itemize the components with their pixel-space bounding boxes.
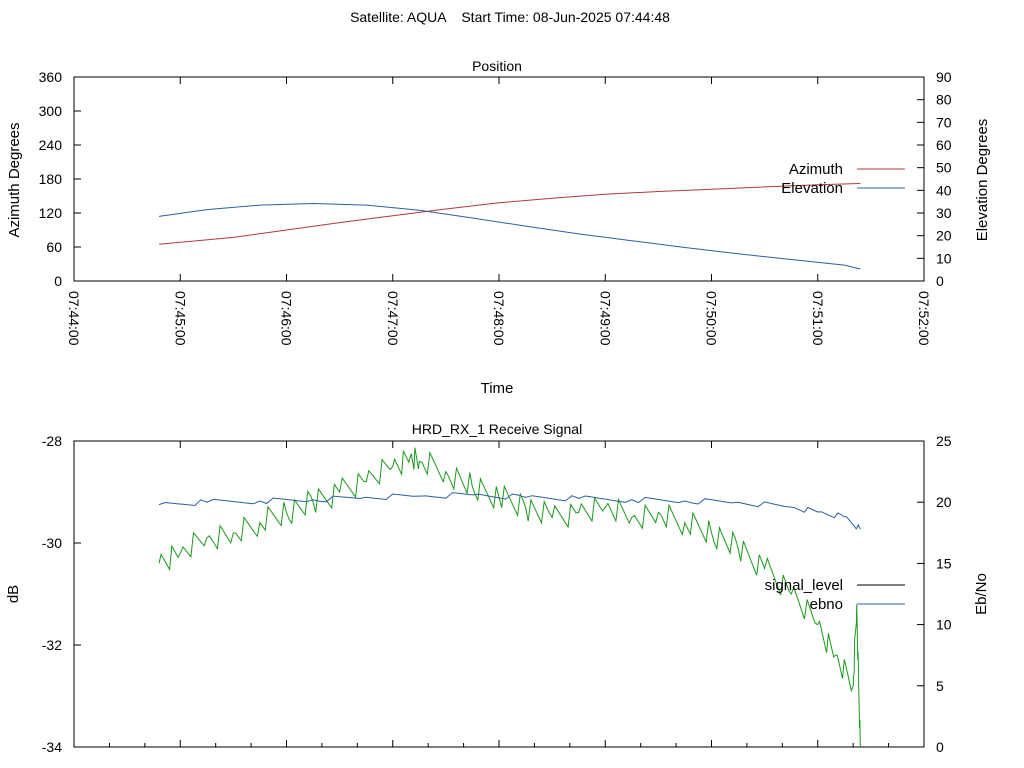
position-xlabel: Time: [481, 380, 514, 397]
position-x-tick-label: 07:51:00: [810, 291, 826, 346]
position-y2-tick-label: 70: [936, 114, 952, 130]
position-x-tick-label: 07:50:00: [704, 291, 720, 346]
position-x-tick-label: 07:49:00: [597, 291, 613, 346]
signal-ylabel: dB: [5, 585, 22, 603]
position-y2-tick-label: 40: [936, 182, 952, 198]
position-y-tick-label: 180: [39, 171, 63, 187]
position-tick-labels: 07:44:00 07:45:00 07:46:00 07:47:00 07:48:00…: [39, 69, 952, 346]
position-x-tick-label: 07:44:00: [66, 291, 82, 346]
position-x-tick-label: 07:52:00: [916, 291, 932, 346]
signal-tick-labels: -34 -32 -30 -28 0 5 10 15 20 25: [42, 433, 952, 755]
signal-series-ebno: [158, 492, 861, 530]
signal-y2-tick-label: 20: [936, 494, 952, 510]
position-legend-label-elevation: Elevation: [781, 180, 843, 197]
signal-y2-tick-label: 0: [936, 739, 944, 755]
position-series-lines: [158, 183, 861, 270]
position-y2-tick-label: 90: [936, 69, 952, 85]
signal-y-tick-label: -28: [42, 433, 62, 449]
position-legend-label-azimuth: Azimuth: [789, 161, 843, 178]
position-chart-title: Position: [472, 58, 522, 74]
position-y-tick-label: 240: [39, 137, 63, 153]
position-legend: Azimuth Elevation: [781, 161, 905, 197]
position-series-azimuth: [158, 183, 861, 245]
position-x-tick-label: 07:46:00: [279, 291, 295, 346]
position-y2-tick-label: 0: [936, 273, 944, 289]
signal-y2label: Eb/No: [973, 573, 990, 615]
position-plot-frame: [73, 76, 925, 282]
position-x-tick-label: 07:48:00: [491, 291, 507, 346]
position-y2-tick-label: 30: [936, 205, 952, 221]
signal-y2-tick-label: 15: [936, 555, 952, 571]
signal-series-lines: [158, 447, 861, 748]
signal-y-tick-label: -32: [42, 637, 62, 653]
position-x-tick-label: 07:45:00: [172, 291, 188, 346]
position-y2-tick-label: 60: [936, 137, 952, 153]
position-y2-tick-label: 80: [936, 92, 952, 108]
position-x-tick-label: 07:47:00: [385, 291, 401, 346]
signal-y-tick-label: -30: [42, 535, 62, 551]
position-chart: Position 07:44:00 07:45:00 07:46:00 07:47:0…: [6, 58, 991, 397]
position-y-tick-label: 0: [54, 273, 62, 289]
signal-series-signal-level: [158, 447, 861, 748]
position-series-elevation: [158, 202, 861, 270]
signal-chart: HRD_RX_1 Receive Signal -34 -32 -30 -28 0 5 10…: [5, 421, 990, 755]
position-ticks: [73, 76, 925, 282]
position-y-tick-label: 360: [39, 69, 63, 85]
position-y2-tick-label: 20: [936, 228, 952, 244]
position-y-tick-label: 300: [39, 103, 63, 119]
position-y2-tick-label: 50: [936, 160, 952, 176]
position-y2-tick-label: 10: [936, 250, 952, 266]
signal-y2-tick-label: 25: [936, 433, 952, 449]
signal-legend-label-signal-level: signal_level: [765, 577, 843, 594]
position-ylabel: Azimuth Degrees: [6, 122, 23, 237]
position-y-tick-label: 120: [39, 205, 63, 221]
position-y2label: Elevation Degrees: [974, 119, 991, 242]
position-y-tick-label: 60: [46, 239, 62, 255]
signal-y-tick-label: -34: [42, 739, 62, 755]
signal-chart-title: HRD_RX_1 Receive Signal: [412, 421, 582, 437]
signal-legend-label-ebno: ebno: [810, 596, 843, 613]
signal-y2-tick-label: 10: [936, 617, 952, 633]
signal-ticks: [73, 440, 925, 748]
signal-y2-tick-label: 5: [936, 678, 944, 694]
page-title: Satellite: AQUA Start Time: 08-Jun-2025 …: [350, 9, 670, 25]
